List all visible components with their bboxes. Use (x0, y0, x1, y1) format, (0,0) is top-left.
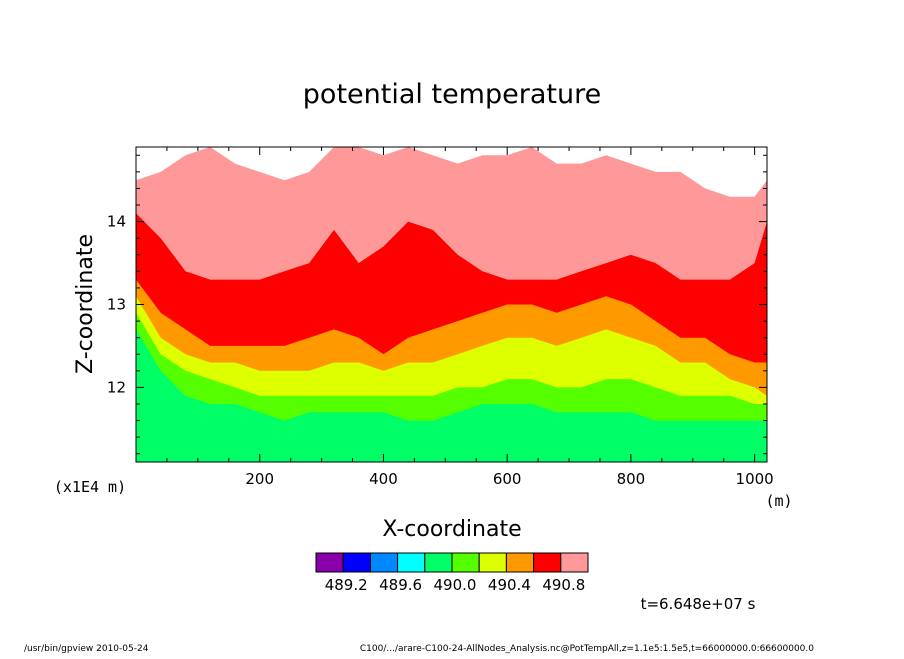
colorbar: 489.2 489.6 490.0 490.4 490.8 (315, 552, 589, 594)
x-unit-label: (m) (765, 492, 792, 510)
x-tick-label: 200 (245, 470, 274, 488)
colorbar-swatch (478, 552, 507, 573)
x-tick-label: 1000 (736, 470, 774, 488)
x-tick-label: 400 (369, 470, 398, 488)
y-tick-label: 14 (107, 213, 126, 231)
colorbar-label: 489.2 (325, 576, 368, 594)
colorbar-label: 490.8 (542, 576, 585, 594)
y-tick-label: 12 (107, 378, 126, 396)
y-scale-note: (x1E4 m) (54, 478, 126, 496)
y-axis-label: Z-coordinate (73, 234, 98, 374)
colorbar-swatch (451, 552, 480, 573)
contour-bands (136, 147, 767, 462)
colorbar-label: 490.4 (488, 576, 531, 594)
x-axis: 200 400 600 800 1000 (166, 147, 774, 488)
colorbar-label: 490.0 (434, 576, 477, 594)
x-tick-label: 800 (617, 470, 646, 488)
x-tick-label: 600 (493, 470, 522, 488)
band-above-491 (136, 147, 767, 197)
colorbar-swatch (369, 552, 399, 573)
colorbar-swatch (505, 552, 535, 573)
footer-program: /usr/bin/gpview 2010-05-24 (24, 644, 149, 654)
colorbar-swatch (424, 552, 453, 573)
colorbar-swatch (397, 552, 426, 573)
colorbar-swatch (560, 552, 589, 573)
y-axis: 12 13 14 (107, 154, 767, 455)
colorbar-label: 489.6 (379, 576, 422, 594)
colorbar-swatch (342, 552, 371, 573)
colorbar-swatch (315, 552, 344, 573)
band-above-490.8 (136, 147, 767, 280)
plot-area: 200 400 600 800 1000 12 13 14 (107, 146, 774, 488)
footer-source: C100/.../arare-C100-24-AllNodes_Analysis… (360, 644, 814, 654)
time-label: t=6.648e+07 s (641, 595, 756, 613)
colorbar-swatch (533, 552, 562, 573)
y-tick-label: 13 (107, 296, 126, 314)
x-axis-label: X-coordinate (382, 517, 521, 542)
chart-title: potential temperature (303, 79, 601, 110)
